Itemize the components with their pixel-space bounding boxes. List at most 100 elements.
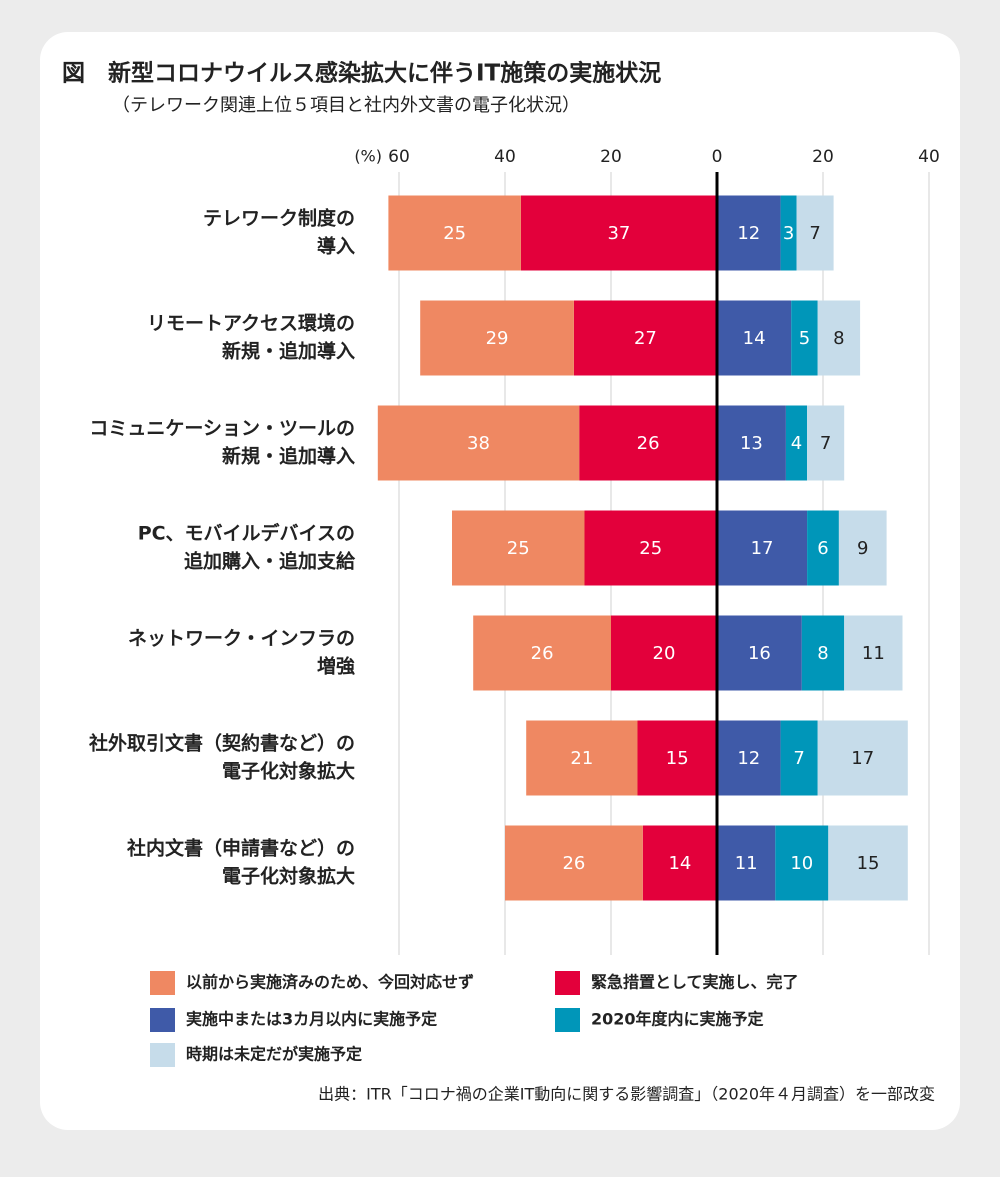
value-label: 29 (486, 328, 509, 349)
unit-label: (%) (354, 147, 382, 166)
legend-label: 時期は未定だが実施予定 (186, 1045, 362, 1064)
value-label: 7 (793, 748, 804, 769)
bar-segment (717, 405, 786, 481)
category-label: ネットワーク・インフラの (128, 628, 355, 650)
bar-segment (717, 510, 808, 586)
x-tick-label: 40 (918, 147, 940, 167)
value-label: 14 (743, 328, 766, 349)
bar-segment (828, 825, 908, 901)
bar-segment (807, 510, 839, 586)
legend-label: 以前から実施済みのため、今回対応せず (186, 973, 474, 992)
legend-swatch (150, 971, 175, 995)
category-label: 増強 (317, 655, 355, 678)
value-label: 15 (666, 748, 689, 769)
category-label: 新規・追加導入 (222, 340, 355, 363)
chart-title: 図 新型コロナウイルス感染拡大に伴うIT施策の実施状況 (62, 60, 661, 87)
bar-segment (637, 720, 717, 796)
x-tick-label: 20 (600, 147, 622, 167)
value-label: 17 (751, 538, 774, 559)
bar-segment (573, 300, 717, 376)
value-label: 9 (857, 538, 868, 559)
value-label: 25 (507, 538, 530, 559)
bar-segment (717, 825, 776, 901)
x-tick-label: 40 (494, 147, 516, 167)
category-label: PC、モバイルデバイスの (138, 522, 355, 545)
bar-segment (526, 720, 638, 796)
bar-segment (717, 195, 781, 271)
value-label: 20 (653, 643, 676, 664)
value-label: 17 (851, 748, 874, 769)
category-label: 電子化対象拡大 (222, 760, 355, 783)
legend-swatch (150, 1008, 175, 1032)
chart-subtitle: （テレワーク関連上位５項目と社内外文書の電子化状況） (112, 95, 580, 116)
category-label: コミュニケーション・ツールの (89, 418, 355, 440)
bar-segment (377, 405, 580, 481)
bar-segment (520, 195, 717, 271)
bar-segment (801, 615, 845, 691)
value-label: 5 (799, 328, 810, 349)
value-label: 25 (443, 223, 466, 244)
category-label: テレワーク制度の (203, 207, 355, 230)
bar-segment (388, 195, 521, 271)
value-label: 13 (740, 433, 763, 454)
value-label: 38 (467, 433, 490, 454)
value-label: 4 (791, 433, 802, 454)
x-tick-label: 0 (712, 147, 723, 167)
category-label: 電子化対象拡大 (222, 865, 355, 888)
bar-segment (717, 720, 781, 796)
x-tick-label: 60 (388, 147, 410, 167)
legend-label: 緊急措置として実施し、完了 (591, 973, 799, 992)
value-label: 8 (833, 328, 844, 349)
bar-segment (817, 720, 908, 796)
value-label: 7 (809, 223, 820, 244)
bar-segment (717, 300, 792, 376)
bar-segment (473, 615, 611, 691)
x-tick-label: 20 (812, 147, 834, 167)
category-label: 新規・追加導入 (222, 445, 355, 468)
value-label: 12 (737, 748, 760, 769)
bar-segment (452, 510, 585, 586)
bar-segment (780, 720, 818, 796)
category-label: 追加購入・追加支給 (184, 550, 356, 573)
value-label: 3 (783, 223, 794, 244)
category-label: リモートアクセス環境の (147, 312, 355, 335)
value-label: 21 (570, 748, 593, 769)
source: 出典：ITR「コロナ禍の企業IT動向に関する影響調査」（2020年４月調査）を一… (318, 1085, 935, 1104)
value-label: 10 (790, 853, 813, 874)
value-label: 26 (531, 643, 554, 664)
bar-segment (775, 825, 829, 901)
value-label: 27 (634, 328, 657, 349)
legend-swatch (555, 971, 580, 995)
value-label: 12 (737, 223, 760, 244)
bar-segment (579, 405, 717, 481)
category-label: 導入 (317, 235, 355, 258)
bar-segment (844, 615, 903, 691)
bar-segment (420, 300, 574, 376)
bar-segment (807, 405, 845, 481)
value-label: 14 (668, 853, 691, 874)
bar-segment (584, 510, 717, 586)
bar-segment (785, 405, 808, 481)
bar-segment (796, 195, 834, 271)
bar-segment (642, 825, 717, 901)
value-label: 37 (607, 223, 630, 244)
legend-label: 実施中または3カ月以内に実施予定 (186, 1010, 437, 1029)
bar-segment (791, 300, 818, 376)
category-label: 社内文書（申請書など）の (126, 837, 355, 860)
bar-segment (611, 615, 717, 691)
legend-swatch (555, 1008, 580, 1032)
value-label: 7 (820, 433, 831, 454)
value-label: 26 (562, 853, 585, 874)
value-label: 16 (748, 643, 771, 664)
legend-label: 2020年度内に実施予定 (591, 1010, 764, 1029)
bar-segment (505, 825, 643, 901)
value-label: 11 (735, 853, 758, 874)
value-label: 25 (639, 538, 662, 559)
bar-segment (838, 510, 887, 586)
legend-swatch (150, 1043, 175, 1067)
bar-segment (780, 195, 797, 271)
value-label: 8 (817, 643, 828, 664)
bar-segment (817, 300, 861, 376)
